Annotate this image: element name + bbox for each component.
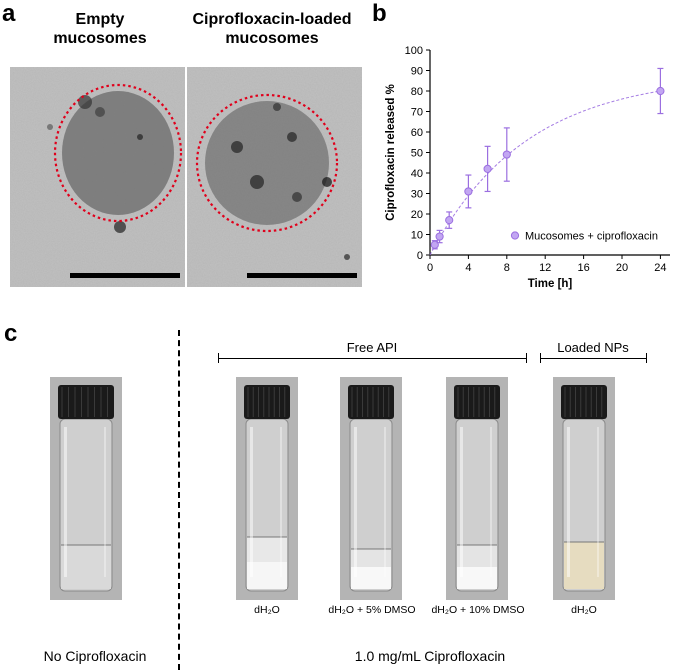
panel-label-b: b (372, 0, 387, 27)
vial-caption: dH₂O + 5% DMSO (328, 604, 416, 616)
vial-liquid (61, 545, 111, 589)
x-axis-label: Time [h] (528, 278, 573, 290)
loaded-mucosomes-title: Ciprofloxacin-loaded mucosomes (192, 11, 352, 47)
vial-cap (561, 385, 607, 419)
data-point (502, 150, 511, 159)
cipro-label: 1.0 mg/mL Ciprofloxacin (354, 648, 506, 664)
x-tick-label: 20 (616, 262, 628, 274)
y-tick-label: 50 (411, 148, 423, 160)
vial-liquid (564, 542, 604, 589)
divider-line (178, 330, 180, 670)
x-tick-label: 0 (427, 262, 433, 274)
bracket-end (646, 353, 647, 363)
glass-highlight (460, 427, 463, 577)
legend-marker (510, 231, 520, 240)
y-tick-label: 70 (411, 107, 423, 119)
x-tick-label: 12 (539, 262, 551, 274)
vial-sediment (351, 567, 391, 589)
tem-image-empty (10, 67, 185, 287)
vial-cap (244, 385, 290, 419)
vial-cap (58, 385, 114, 419)
data-point (656, 86, 665, 96)
release-chart: 0 10 20 30 40 50 60 70 80 90 100 0 4 8 12 16 20 24 Time [h… (385, 45, 670, 290)
data-point (464, 187, 473, 196)
y-tick-label: 10 (411, 230, 423, 242)
y-tick-label: 100 (405, 45, 423, 57)
vial-caption: dH₂O (571, 604, 597, 616)
bracket-end (526, 353, 527, 363)
data-point (445, 216, 454, 225)
glass-highlight (250, 427, 253, 577)
glass-highlight (597, 427, 599, 577)
vial-cap (454, 385, 500, 419)
vial-sediment (457, 567, 497, 589)
bracket-end (540, 353, 541, 363)
y-tick-label: 30 (411, 189, 423, 201)
free-api-bracket (218, 358, 526, 359)
vial-sediment (247, 562, 287, 589)
vial-loaded-nps (553, 377, 615, 605)
data-point (435, 232, 444, 241)
loaded-nps-bracket (540, 358, 646, 359)
tem-image-loaded (187, 67, 362, 287)
free-api-label: Free API (346, 340, 398, 355)
glass-highlight (280, 427, 282, 577)
glass-highlight (354, 427, 357, 577)
vial-dh2o (236, 377, 298, 605)
glass-highlight (490, 427, 492, 577)
glass-highlight (104, 427, 106, 577)
empty-mucosomes-title: Empty mucosomes (53, 11, 147, 47)
bracket-end (218, 353, 219, 363)
x-tick-label: 8 (504, 262, 510, 274)
y-tick-label: 90 (411, 66, 423, 78)
glass-highlight (384, 427, 386, 577)
vial-cap (348, 385, 394, 419)
no-cipro-label: No Ciprofloxacin (43, 648, 147, 664)
vial-caption: dH₂O + 10% DMSO (431, 604, 525, 616)
vial-5-dmso (340, 377, 402, 605)
y-tick-label: 40 (411, 168, 423, 180)
x-tick-label: 24 (654, 262, 666, 274)
data-point (483, 164, 492, 173)
x-tick-label: 4 (465, 262, 471, 274)
y-tick-label: 60 (411, 127, 423, 139)
vial-10-dmso (446, 377, 508, 605)
loaded-nps-label: Loaded NPs (557, 340, 629, 355)
scale-bar (247, 273, 357, 278)
y-tick-label: 0 (417, 250, 423, 262)
y-axis-label: Ciprofloxacin released % (385, 84, 397, 221)
x-tick-label: 16 (577, 262, 589, 274)
scale-bar (70, 273, 180, 278)
panel-label-c: c (4, 320, 18, 347)
panel-label-a: a (2, 0, 16, 27)
y-tick-label: 20 (411, 209, 423, 221)
y-tick-label: 80 (411, 86, 423, 98)
vial-caption: dH₂O (254, 604, 280, 616)
legend-label: Mucosomes + ciprofloxacin (525, 231, 658, 243)
vial-no-cipro (50, 377, 122, 605)
glass-highlight (64, 427, 67, 577)
glass-highlight (567, 427, 570, 577)
